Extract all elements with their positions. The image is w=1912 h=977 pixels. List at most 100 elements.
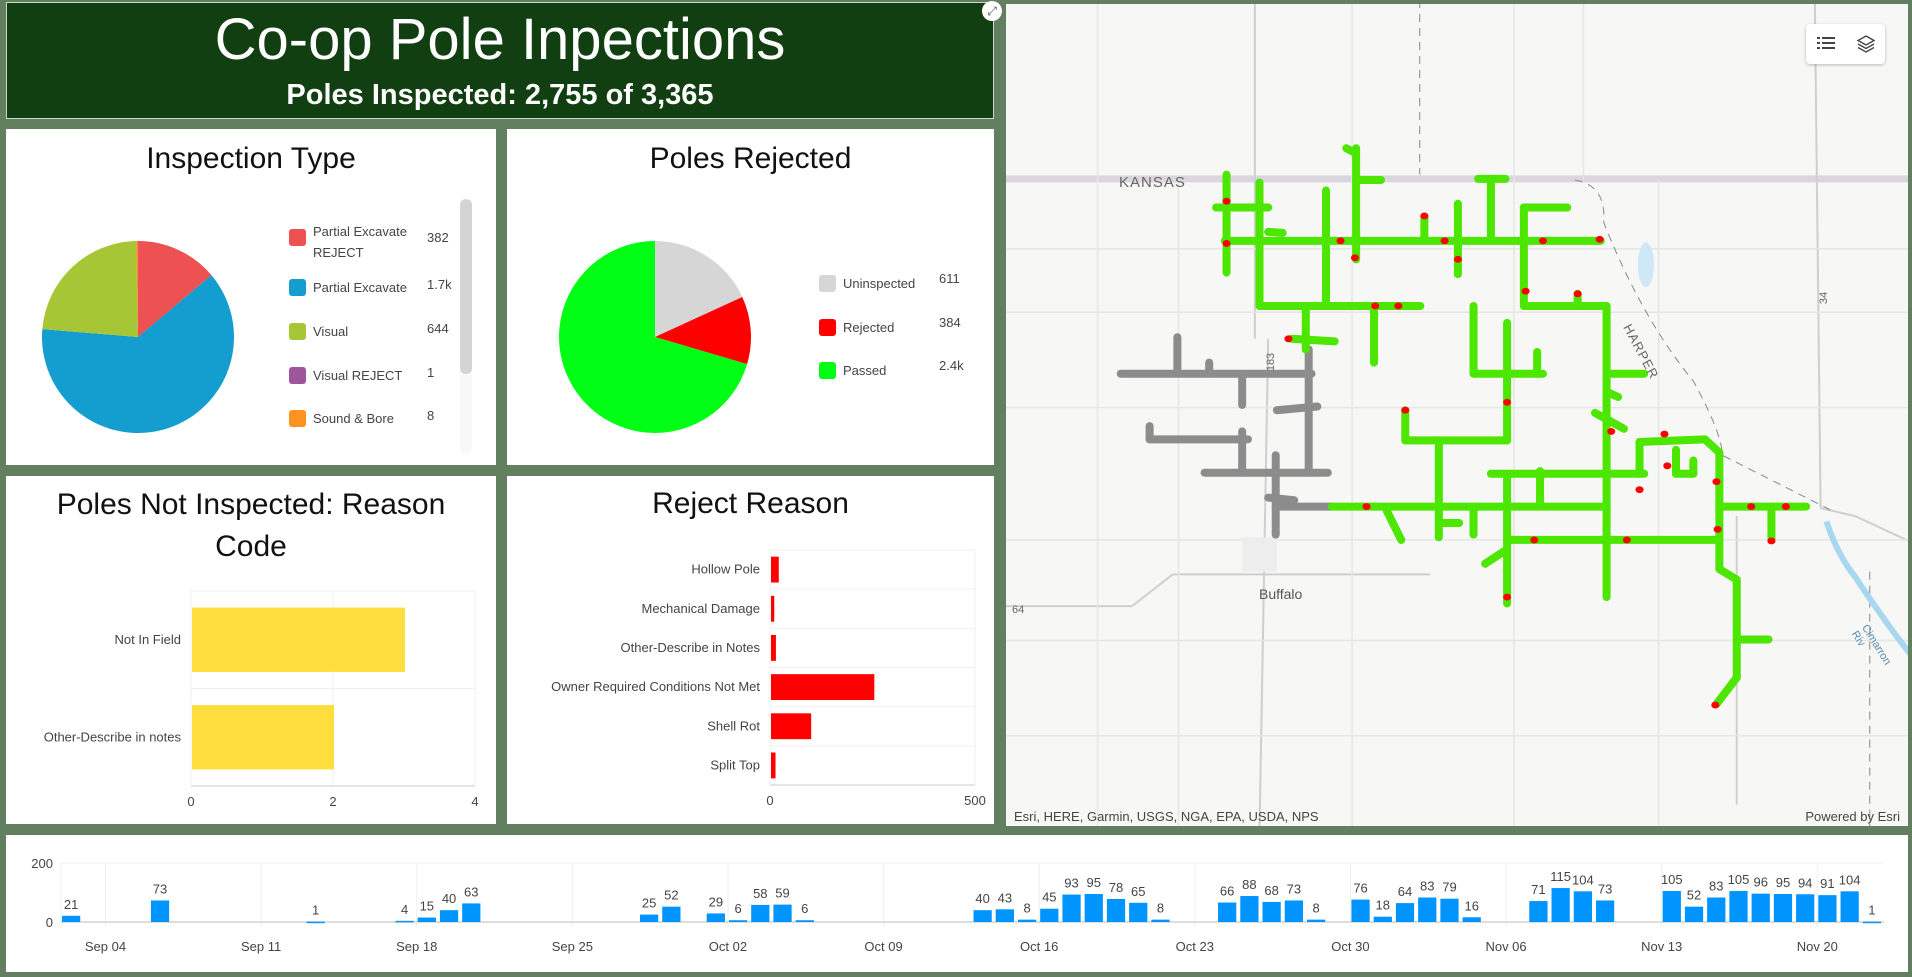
bar[interactable] [192, 607, 405, 672]
bar[interactable] [1084, 893, 1103, 922]
bar[interactable] [1751, 893, 1770, 922]
bar[interactable] [771, 634, 776, 661]
legend-button[interactable] [1806, 24, 1845, 64]
pie-slice[interactable] [136, 241, 138, 337]
pie-slice[interactable] [41, 275, 234, 433]
bar[interactable] [771, 752, 776, 779]
passed-pole-line [1595, 413, 1624, 429]
bar[interactable] [771, 556, 779, 583]
bar[interactable] [1729, 891, 1748, 922]
bar[interactable] [1351, 899, 1370, 922]
bar[interactable] [773, 904, 792, 922]
bar-value-label: 8 [1157, 901, 1164, 916]
pie-slice[interactable] [655, 241, 743, 337]
bar[interactable] [1440, 898, 1459, 922]
bar[interactable] [728, 920, 748, 922]
bar[interactable] [1595, 900, 1615, 922]
bar[interactable] [751, 904, 770, 922]
uninspected-pole-line [1268, 498, 1294, 501]
bar[interactable] [1573, 891, 1592, 922]
bar[interactable] [1129, 902, 1148, 922]
bar[interactable] [1151, 919, 1170, 922]
bar[interactable] [1306, 919, 1326, 922]
legend-value: 611 [939, 271, 960, 286]
bar[interactable] [1551, 888, 1570, 922]
map-toolbar [1806, 24, 1885, 64]
legend-swatch [819, 275, 836, 292]
bar[interactable] [706, 913, 725, 922]
bar[interactable] [306, 921, 325, 924]
bar[interactable] [1684, 906, 1704, 922]
bar[interactable] [192, 705, 334, 770]
bar[interactable] [1373, 916, 1392, 922]
bar[interactable] [1529, 901, 1548, 922]
bar-value-label: 95 [1087, 875, 1101, 890]
legend-value: 8 [427, 408, 435, 423]
powered-by-esri[interactable]: Powered by Esri [1805, 809, 1900, 824]
bar[interactable] [640, 914, 659, 922]
category-label: Other-Describe in Notes [621, 640, 761, 655]
bar[interactable] [1106, 898, 1126, 922]
bar[interactable] [1240, 896, 1259, 922]
scrollbar-thumb[interactable] [460, 199, 472, 374]
map-canvas[interactable] [1006, 4, 1908, 826]
poles-rejected-panel: Poles Rejected Uninspected 611 Rejected … [507, 129, 994, 465]
pie-slice[interactable] [655, 296, 751, 365]
x-tick-label: Sep 11 [241, 939, 281, 954]
bar[interactable] [462, 903, 481, 922]
bar[interactable] [1284, 900, 1303, 922]
bar[interactable] [1262, 901, 1281, 922]
bar[interactable] [1040, 908, 1059, 922]
bar[interactable] [795, 920, 814, 922]
expand-icon[interactable]: ⤢ [982, 1, 1002, 21]
bar[interactable] [771, 674, 875, 701]
category-label: Owner Required Conditions Not Met [551, 679, 760, 694]
passed-poles-layer [1216, 148, 1806, 704]
layers-button[interactable] [1846, 24, 1885, 64]
town-area [1242, 537, 1277, 572]
poles-rejected-pie[interactable] [553, 235, 757, 439]
inspections-per-day-chart: 0 200 Sep 04 Sep 11 Sep 18 Sep 25 Oct 02 Oct 09… [31, 856, 1884, 954]
bar[interactable] [439, 910, 459, 922]
bar[interactable] [62, 915, 81, 922]
rejected-pole [1401, 406, 1410, 414]
bar[interactable] [1062, 894, 1081, 922]
bar-value-label: 73 [153, 881, 167, 896]
bar[interactable] [771, 595, 775, 622]
bar[interactable] [771, 713, 812, 740]
bar-value-label: 45 [1042, 890, 1056, 905]
bar[interactable] [1707, 897, 1726, 922]
bar-value-label: 96 [1753, 875, 1767, 890]
bar[interactable] [150, 900, 170, 922]
bar[interactable] [1862, 921, 1881, 924]
bar[interactable] [1773, 893, 1793, 922]
pie-slice[interactable] [42, 241, 138, 337]
bar-value-label: 16 [1464, 898, 1478, 913]
map-attribution[interactable]: Esri, HERE, Garmin, USGS, NGA, EPA, USDA… [1014, 809, 1319, 824]
bar[interactable] [395, 920, 414, 923]
bar[interactable] [662, 906, 681, 922]
pie-slice[interactable] [559, 241, 748, 433]
bar[interactable] [1395, 903, 1415, 922]
bar[interactable] [417, 917, 436, 922]
bar[interactable] [1017, 919, 1037, 922]
bar[interactable] [1818, 895, 1837, 922]
inspection-type-pie[interactable] [36, 235, 240, 439]
bar[interactable] [973, 910, 992, 922]
bar[interactable] [1418, 897, 1437, 922]
bar[interactable] [1840, 891, 1859, 922]
pie-slice[interactable] [136, 241, 138, 337]
bar[interactable] [1796, 894, 1815, 922]
bar[interactable] [995, 909, 1014, 922]
x-tick-label: Nov 13 [1641, 939, 1682, 954]
bar[interactable] [1462, 917, 1481, 922]
legend-scrollbar[interactable] [460, 199, 472, 454]
legend-value: 2.4k [939, 358, 964, 373]
rejected-pole [1362, 503, 1371, 511]
legend-label: Visual [313, 324, 349, 339]
bar[interactable] [1218, 902, 1237, 922]
map-view[interactable]: KANSAS Buffalo HARPER 183 34 64 Cimarron… [1006, 4, 1908, 826]
pie-slice[interactable] [138, 241, 212, 337]
bar[interactable] [1662, 891, 1681, 922]
road [1260, 339, 1269, 826]
